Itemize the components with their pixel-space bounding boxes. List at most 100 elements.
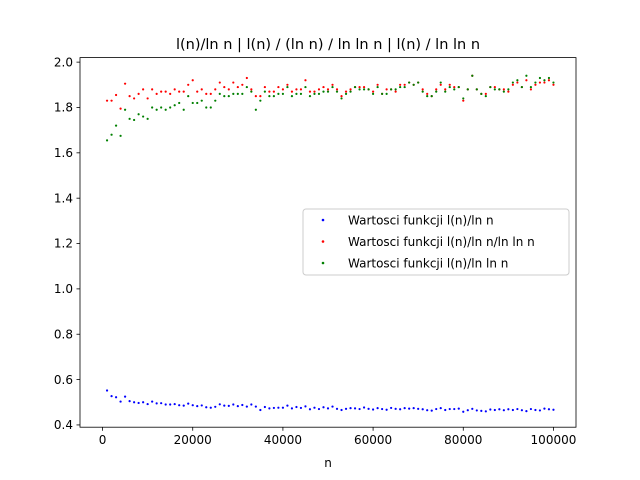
- data-point: [331, 83, 334, 86]
- data-point: [272, 95, 275, 98]
- data-point: [462, 410, 465, 413]
- x-tick-label: 20000: [174, 433, 212, 447]
- data-point: [484, 92, 487, 95]
- data-point: [173, 88, 176, 91]
- data-point: [232, 81, 235, 84]
- data-point: [403, 85, 406, 89]
- data-point: [417, 81, 420, 84]
- data-point: [263, 405, 266, 409]
- data-point: [290, 407, 294, 410]
- data-point: [133, 97, 136, 100]
- data-point: [218, 81, 221, 84]
- data-point: [507, 88, 510, 91]
- data-point: [304, 85, 307, 89]
- data-point: [502, 90, 505, 93]
- data-point: [245, 405, 248, 408]
- data-point: [475, 409, 478, 412]
- data-point: [426, 95, 429, 98]
- data-point: [169, 106, 172, 109]
- data-point: [371, 90, 375, 93]
- data-point: [547, 76, 551, 80]
- data-point: [227, 88, 230, 91]
- data-point: [119, 400, 122, 403]
- data-point: [516, 407, 519, 411]
- data-point: [241, 83, 244, 86]
- legend-marker: [321, 240, 325, 243]
- data-point: [448, 407, 451, 411]
- data-point: [277, 85, 280, 89]
- data-point: [475, 88, 478, 91]
- data-point: [236, 85, 239, 89]
- data-point: [110, 395, 113, 398]
- data-point: [164, 90, 167, 93]
- data-point: [245, 76, 248, 80]
- data-point: [205, 406, 208, 409]
- data-point: [236, 92, 239, 95]
- data-point: [250, 403, 253, 406]
- data-point: [344, 90, 348, 93]
- data-point: [133, 401, 136, 404]
- data-point: [426, 409, 429, 412]
- series-2: [105, 74, 555, 110]
- data-point: [381, 92, 384, 95]
- data-point: [173, 104, 176, 107]
- data-point: [430, 95, 433, 98]
- data-point: [281, 92, 285, 95]
- data-point: [191, 101, 194, 105]
- data-point: [268, 407, 271, 410]
- data-point: [218, 403, 221, 406]
- data-point: [448, 85, 451, 89]
- data-point: [362, 406, 366, 409]
- data-point: [430, 409, 433, 412]
- data-point: [340, 97, 343, 100]
- data-point: [507, 408, 510, 411]
- data-point: [484, 410, 487, 413]
- data-point: [435, 90, 438, 93]
- data-point: [105, 139, 109, 142]
- data-point: [403, 407, 406, 410]
- plot-frame: [79, 57, 577, 428]
- data-point: [489, 408, 492, 411]
- data-point: [317, 88, 321, 91]
- data-point: [151, 400, 154, 403]
- data-point: [394, 88, 397, 91]
- data-point: [520, 409, 523, 412]
- y-tick-label: 2.0: [54, 55, 73, 69]
- data-point: [340, 95, 343, 98]
- x-tick-label: 100000: [531, 433, 577, 447]
- data-point: [200, 99, 203, 102]
- data-point: [259, 99, 262, 102]
- data-point: [498, 88, 501, 91]
- x-tick-label: 40000: [264, 433, 302, 447]
- data-point: [205, 92, 208, 95]
- data-point: [146, 402, 149, 406]
- data-point: [232, 92, 235, 95]
- data-point: [137, 401, 140, 405]
- data-point: [313, 406, 316, 409]
- data-point: [362, 85, 366, 89]
- data-point: [263, 85, 266, 89]
- data-point: [511, 81, 514, 84]
- data-point: [299, 406, 303, 410]
- data-point: [272, 90, 275, 93]
- data-point: [480, 92, 483, 95]
- data-point: [358, 407, 361, 411]
- data-point: [205, 106, 208, 109]
- data-point: [353, 85, 357, 89]
- data-point: [534, 408, 537, 412]
- data-point: [290, 90, 294, 93]
- data-point: [493, 408, 496, 412]
- data-point: [408, 407, 411, 410]
- data-point: [471, 407, 474, 410]
- legend: Wartosci funkcji l(n)/ln n Wartosci funkc…: [302, 208, 570, 276]
- data-point: [209, 106, 212, 109]
- data-point: [105, 99, 109, 102]
- data-point: [245, 85, 248, 89]
- data-point: [137, 92, 140, 95]
- data-point: [209, 406, 212, 409]
- data-point: [286, 83, 289, 86]
- data-point: [543, 81, 546, 84]
- data-point: [110, 133, 113, 136]
- data-point: [259, 408, 262, 412]
- data-point: [498, 408, 501, 411]
